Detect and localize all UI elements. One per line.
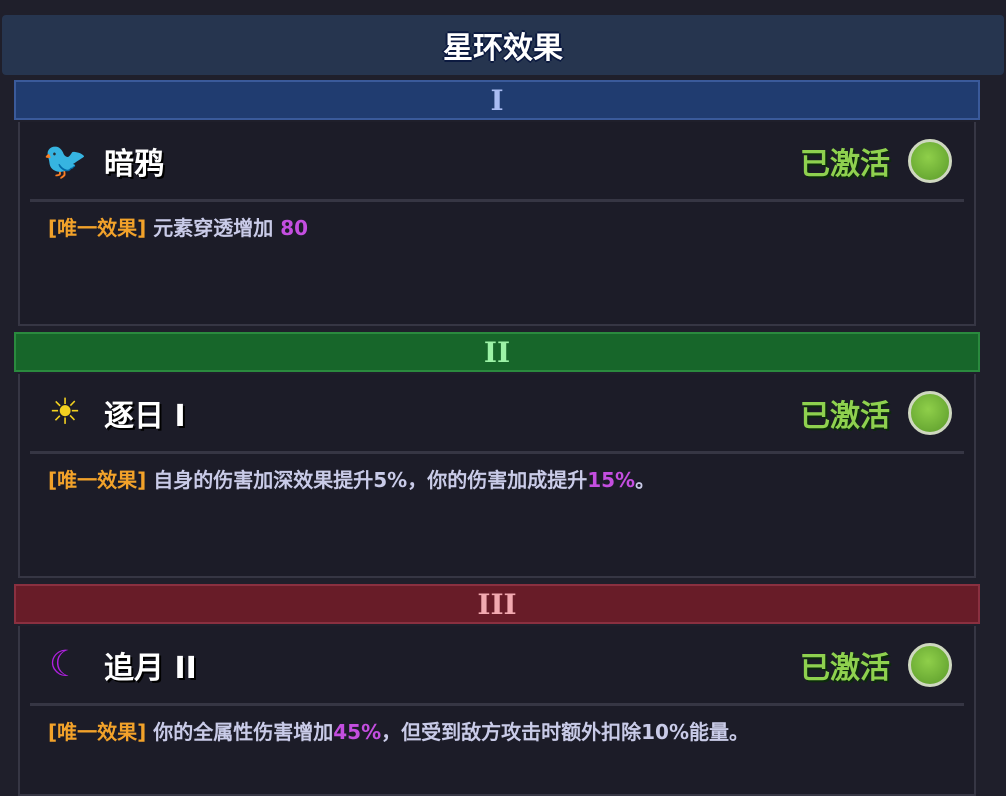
tier-banner-1: I	[14, 80, 980, 120]
status-label: 已激活	[800, 146, 890, 182]
panel-title: 星环效果	[2, 15, 1004, 75]
effect-tag: [唯一效果]	[48, 216, 147, 240]
tier-banner-2: II	[14, 332, 980, 372]
effect-description: [唯一效果] 自身的伤害加深效果提升5%，你的伤害加成提升15%。	[20, 454, 974, 503]
status-label: 已激活	[800, 398, 890, 434]
desc-text: 你的全属性伤害增加	[153, 720, 334, 744]
desc-text: 元素穿透增加	[153, 216, 281, 240]
effect-description: [唯一效果] 元素穿透增加 80	[20, 202, 974, 251]
status-label: 已激活	[800, 650, 890, 686]
desc-text-end: 。	[635, 468, 656, 492]
desc-highlight: 45%	[333, 720, 382, 744]
effect-name: 追月 II	[104, 650, 197, 686]
effect-description: [唯一效果] 你的全属性伤害增加45%，但受到敌方攻击时额外扣除10%能量。	[20, 706, 974, 755]
desc-text: 自身的伤害加深效果提升5%，你的伤害加成提升	[153, 468, 588, 492]
desc-text-end: ，但受到敌方攻击时额外扣除10%能量。	[381, 720, 749, 744]
desc-highlight: 15%	[587, 468, 636, 492]
active-indicator-icon	[908, 138, 952, 183]
effect-card-1: 🐦 暗鸦 已激活 [唯一效果] 元素穿透增加 80	[18, 122, 976, 326]
effect-tag: [唯一效果]	[48, 720, 147, 744]
effect-tag: [唯一效果]	[48, 468, 147, 492]
active-indicator-icon	[908, 390, 952, 435]
effect-name: 暗鸦	[104, 146, 164, 182]
crow-icon: 🐦	[42, 140, 88, 182]
effect-card-2: ☀ 逐日 I 已激活 [唯一效果] 自身的伤害加深效果提升5%，你的伤害加成提升…	[18, 374, 976, 578]
sun-icon: ☀	[48, 392, 82, 433]
active-indicator-icon	[908, 642, 952, 687]
tier-banner-3: III	[14, 584, 980, 624]
moon-icon: ☾	[48, 644, 82, 685]
desc-highlight: 80	[280, 216, 309, 240]
effect-card-3: ☾ 追月 II 已激活 [唯一效果] 你的全属性伤害增加45%，但受到敌方攻击时…	[18, 626, 976, 796]
effect-name: 逐日 I	[104, 398, 186, 434]
